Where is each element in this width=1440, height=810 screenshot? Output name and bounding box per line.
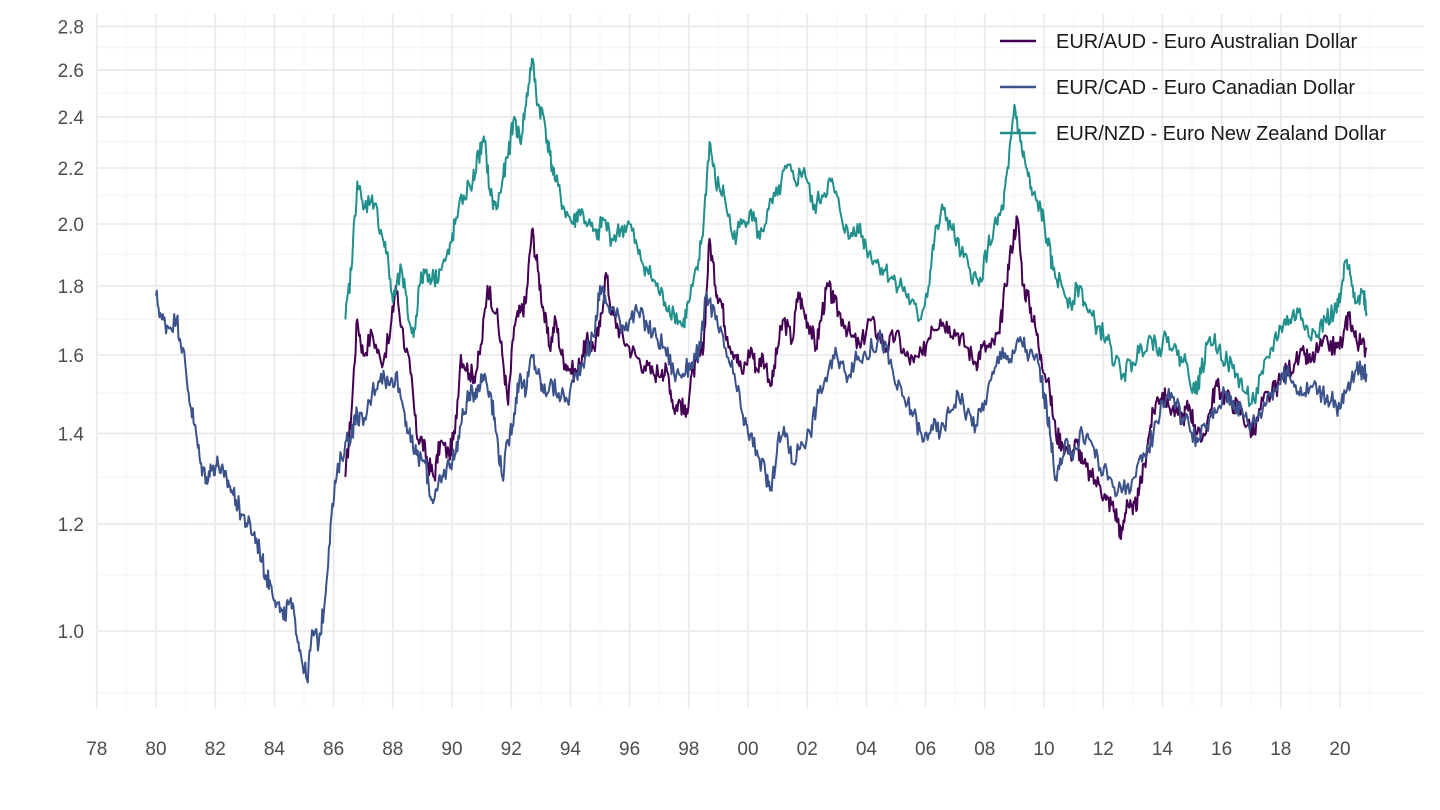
x-tick-label: 98 bbox=[678, 739, 699, 760]
y-tick-label: 1.0 bbox=[58, 622, 84, 643]
x-tick-label: 92 bbox=[501, 739, 522, 760]
x-tick-label: 78 bbox=[86, 739, 107, 760]
legend: EUR/AUD - Euro Australian Dollar EUR/CAD … bbox=[1000, 31, 1386, 145]
y-tick-label: 1.6 bbox=[58, 346, 84, 367]
y-tick-label: 2.2 bbox=[58, 159, 84, 180]
x-tick-label: 86 bbox=[323, 739, 344, 760]
x-tick-label: 20 bbox=[1329, 739, 1350, 760]
major-gridlines bbox=[95, 14, 1424, 708]
y-tick-label: 1.2 bbox=[58, 515, 84, 536]
y-tick-label: 2.8 bbox=[58, 17, 84, 38]
x-tick-label: 84 bbox=[264, 739, 286, 760]
x-tick-label: 02 bbox=[797, 739, 818, 760]
x-tick-label: 88 bbox=[382, 739, 403, 760]
x-tick-label: 00 bbox=[737, 739, 758, 760]
x-axis: 78 80 82 84 86 88 90 92 94 96 98 00 02 04 06 08 10 12 14 16… bbox=[86, 739, 1350, 760]
x-tick-label: 06 bbox=[915, 739, 936, 760]
x-tick-label: 04 bbox=[856, 739, 878, 760]
y-tick-label: 1.8 bbox=[58, 277, 84, 298]
y-axis: 1.0 1.2 1.4 1.6 1.8 2.0 2.2 2.4 2.6 2.8 bbox=[58, 17, 85, 643]
legend-label-3: EUR/NZD - Euro New Zealand Dollar bbox=[1056, 123, 1386, 145]
x-tick-label: 94 bbox=[560, 739, 582, 760]
minor-gridlines bbox=[98, 14, 1424, 708]
y-tick-label: 2.6 bbox=[58, 61, 84, 82]
x-tick-label: 18 bbox=[1270, 739, 1291, 760]
series-line-3 bbox=[344, 57, 1368, 408]
series-lines bbox=[155, 57, 1368, 684]
x-tick-label: 08 bbox=[974, 739, 995, 760]
x-tick-label: 12 bbox=[1093, 739, 1114, 760]
x-tick-label: 16 bbox=[1211, 739, 1232, 760]
y-tick-label: 1.4 bbox=[58, 424, 85, 445]
series-line-2 bbox=[155, 284, 1368, 684]
legend-label-2: EUR/CAD - Euro Canadian Dollar bbox=[1056, 77, 1355, 99]
series-line-1 bbox=[344, 215, 1368, 540]
y-tick-label: 2.0 bbox=[58, 215, 84, 236]
legend-label-1: EUR/AUD - Euro Australian Dollar bbox=[1056, 31, 1358, 53]
y-tick-label: 2.4 bbox=[58, 108, 85, 129]
x-tick-label: 96 bbox=[619, 739, 640, 760]
x-tick-label: 10 bbox=[1033, 739, 1054, 760]
x-tick-label: 90 bbox=[441, 739, 462, 760]
x-tick-label: 14 bbox=[1152, 739, 1174, 760]
x-tick-label: 80 bbox=[145, 739, 166, 760]
x-tick-label: 82 bbox=[205, 739, 226, 760]
